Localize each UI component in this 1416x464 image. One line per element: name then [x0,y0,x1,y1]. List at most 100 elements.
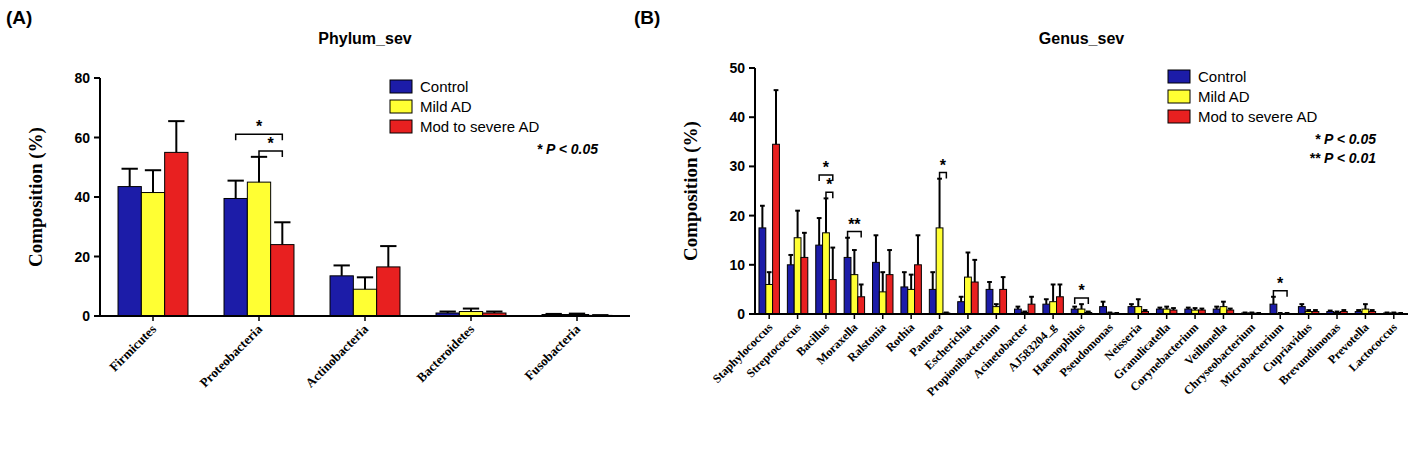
x-tick-label: Lactococcus [1346,320,1400,374]
bar [915,265,922,314]
significance-label: * [940,157,947,174]
bar [794,238,801,314]
error-bar [1079,304,1084,309]
error-stem [847,238,849,258]
error-stem [974,260,976,282]
error-cap [1370,309,1375,311]
bar [1220,307,1227,314]
bar [1270,304,1277,314]
legend-label: Mild AD [1198,88,1250,105]
bar [873,262,880,314]
error-cap [569,313,585,315]
bar [1050,302,1057,314]
x-tick [364,316,366,321]
legend-label: Mod to severe AD [420,118,539,135]
error-cap [966,252,971,254]
error-bar [228,181,244,199]
error-stem [129,169,131,187]
error-stem [882,272,884,292]
error-bar [1058,284,1063,296]
y-tick-label: 10 [729,257,745,273]
error-bar [1143,310,1148,311]
error-bar [972,260,977,282]
error-stem [1002,277,1004,289]
x-tick [258,316,260,321]
legend-swatch [1168,110,1190,123]
bar [858,297,865,314]
figure: (A)Phylum_sevComposition (%)020406080Fir… [0,0,1416,464]
x-tick [1052,314,1054,319]
bar [759,228,766,314]
error-cap [788,254,793,256]
error-bar [1022,311,1027,313]
error-cap [874,234,879,236]
y-tick-label: 50 [729,60,745,76]
x-tick [768,314,770,319]
error-bar [122,169,138,187]
error-cap [916,234,921,236]
error-bar [880,272,885,292]
error-cap [795,210,800,212]
bar [787,265,794,314]
error-stem [803,233,805,258]
error-bar [1029,297,1034,304]
y-axis [99,78,101,316]
error-bar [334,265,350,275]
panel-label: (A) [6,7,32,28]
error-stem [152,170,154,192]
error-cap [546,313,562,315]
legend: ControlMild ADMod to severe AD* P < 0.05… [1168,68,1376,166]
x-tick [1251,314,1253,319]
error-bar [1016,307,1021,309]
error-cap [1221,301,1226,303]
error-stem [235,181,237,199]
bar [1043,304,1050,314]
error-bar [774,90,779,144]
error-bar [1044,299,1049,304]
bar [879,292,886,314]
error-stem [775,90,777,144]
error-bar [909,275,914,290]
error-cap [1228,308,1233,310]
error-bar [251,157,267,182]
error-cap [1313,309,1318,311]
bar [929,289,936,314]
error-bar [1051,284,1056,301]
error-stem [932,272,934,289]
error-bar [937,179,942,228]
error-cap [852,249,857,251]
annotation: * P < 0.05 [537,141,599,157]
error-cap [1164,306,1169,308]
error-stem [790,255,792,265]
error-bar [486,312,502,313]
error-bar [767,272,772,284]
error-stem [917,235,919,265]
error-bar [760,206,765,228]
bar [986,289,993,314]
legend-swatch [390,100,412,113]
error-cap [880,271,885,273]
error-bar [1086,311,1091,313]
error-bar [1136,299,1141,306]
error-bar [1193,308,1198,310]
error-cap [1029,296,1034,298]
error-cap [1299,303,1304,305]
error-bar [887,250,892,275]
annotation: ** P < 0.01 [1309,150,1376,166]
error-bar [966,253,971,278]
bar [118,187,141,316]
error-bar [440,312,456,313]
x-tick [1308,314,1310,319]
bar [224,198,247,316]
error-cap [1001,276,1006,278]
error-stem [1272,297,1274,304]
error-cap [774,89,779,91]
error-bar [1363,304,1368,309]
bar [801,257,808,314]
error-stem [341,265,343,275]
significance-label: * [823,159,830,176]
bar [247,182,270,316]
error-cap [228,180,244,182]
error-stem [825,198,827,232]
marks [759,90,1404,314]
